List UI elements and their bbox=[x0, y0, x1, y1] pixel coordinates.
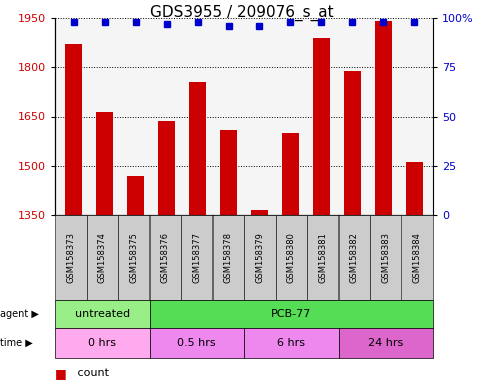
Text: 0.5 hrs: 0.5 hrs bbox=[177, 338, 216, 348]
Text: count: count bbox=[74, 368, 109, 378]
Text: GSM158378: GSM158378 bbox=[224, 232, 233, 283]
Text: GSM158382: GSM158382 bbox=[350, 232, 359, 283]
Text: GSM158380: GSM158380 bbox=[287, 232, 296, 283]
Text: GSM158377: GSM158377 bbox=[192, 232, 201, 283]
Bar bbox=[220, 130, 237, 384]
Bar bbox=[189, 82, 206, 384]
Text: time ▶: time ▶ bbox=[0, 338, 33, 348]
Text: GSM158375: GSM158375 bbox=[129, 232, 138, 283]
Text: 0 hrs: 0 hrs bbox=[88, 338, 116, 348]
Text: GSM158381: GSM158381 bbox=[318, 232, 327, 283]
Bar bbox=[65, 44, 82, 384]
Text: untreated: untreated bbox=[75, 309, 130, 319]
Text: GSM158379: GSM158379 bbox=[255, 232, 264, 283]
Bar bbox=[406, 162, 423, 384]
Bar bbox=[127, 175, 144, 384]
Bar bbox=[344, 71, 361, 384]
Text: 24 hrs: 24 hrs bbox=[368, 338, 403, 348]
Bar bbox=[375, 21, 392, 384]
Bar bbox=[282, 133, 299, 384]
Text: 6 hrs: 6 hrs bbox=[277, 338, 305, 348]
Bar bbox=[158, 121, 175, 384]
Bar bbox=[251, 210, 268, 384]
Text: GSM158376: GSM158376 bbox=[161, 232, 170, 283]
Bar bbox=[313, 38, 330, 384]
Text: GDS3955 / 209076_s_at: GDS3955 / 209076_s_at bbox=[150, 5, 333, 21]
Text: GSM158373: GSM158373 bbox=[66, 232, 75, 283]
Bar bbox=[96, 112, 113, 384]
Text: GSM158384: GSM158384 bbox=[413, 232, 422, 283]
Text: ■: ■ bbox=[55, 367, 67, 380]
Text: GSM158374: GSM158374 bbox=[98, 232, 107, 283]
Text: GSM158383: GSM158383 bbox=[381, 232, 390, 283]
Text: agent ▶: agent ▶ bbox=[0, 309, 39, 319]
Text: PCB-77: PCB-77 bbox=[271, 309, 312, 319]
